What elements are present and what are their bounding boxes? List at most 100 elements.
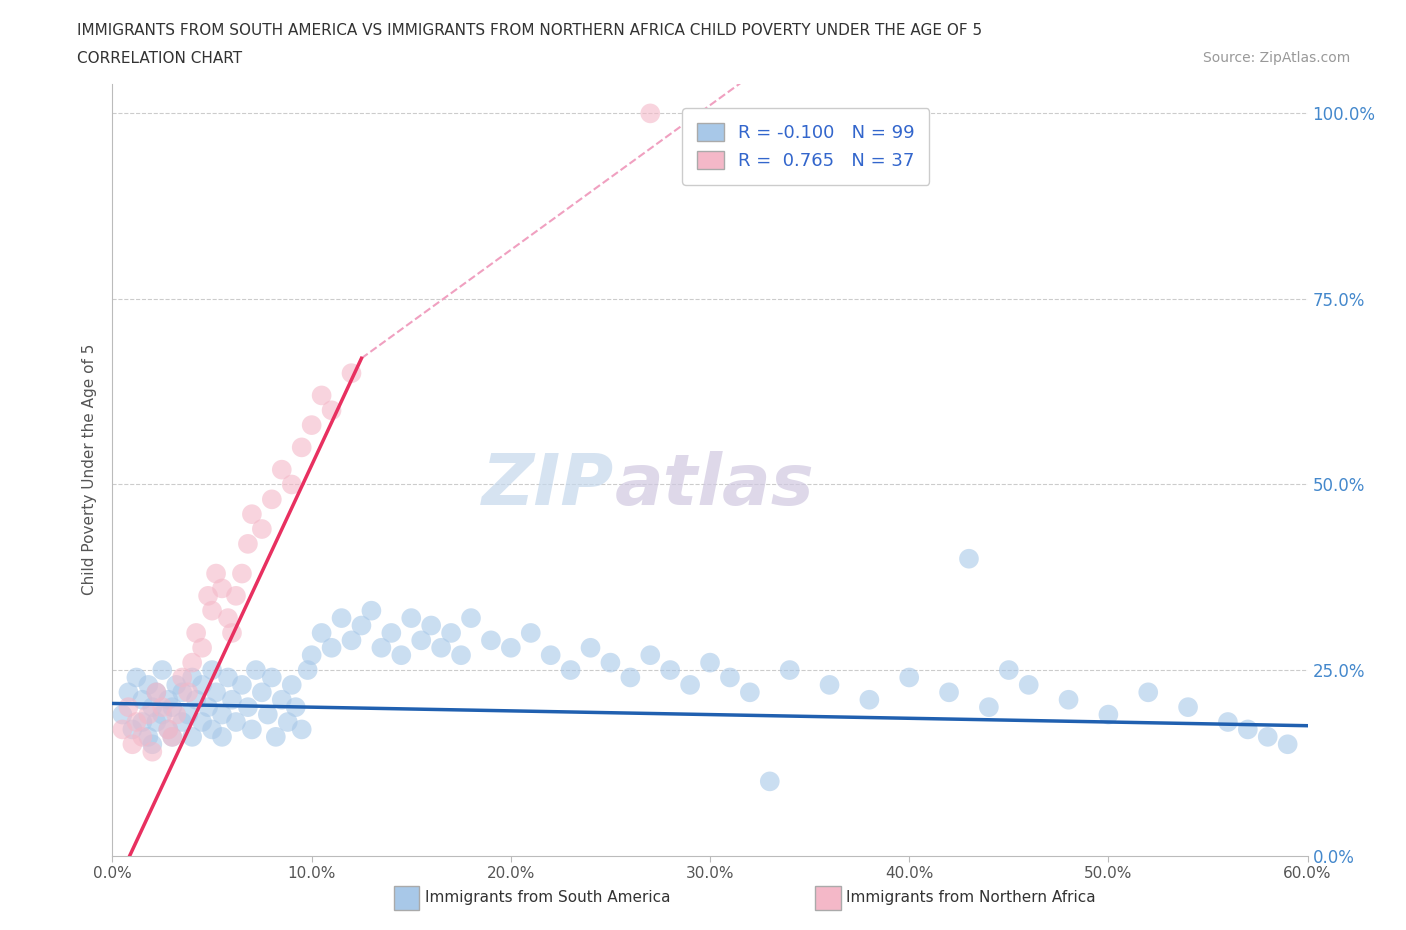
Point bbox=[201, 722, 224, 737]
Point bbox=[250, 684, 273, 699]
Point bbox=[350, 618, 373, 633]
Point bbox=[291, 722, 314, 737]
Point bbox=[177, 684, 200, 699]
Point bbox=[111, 707, 134, 722]
Point bbox=[270, 462, 292, 477]
Point bbox=[205, 684, 228, 699]
Point bbox=[858, 692, 880, 707]
Point bbox=[181, 670, 204, 684]
Point bbox=[221, 626, 243, 641]
Point bbox=[150, 699, 173, 714]
Text: IMMIGRANTS FROM SOUTH AMERICA VS IMMIGRANTS FROM NORTHERN AFRICA CHILD POVERTY U: IMMIGRANTS FROM SOUTH AMERICA VS IMMIGRA… bbox=[77, 23, 983, 38]
Point bbox=[479, 633, 502, 648]
Point bbox=[460, 611, 482, 626]
Point bbox=[141, 737, 163, 751]
Point bbox=[284, 699, 307, 714]
Point bbox=[117, 699, 139, 714]
Point bbox=[330, 611, 353, 626]
Point bbox=[579, 641, 602, 656]
Point bbox=[1057, 692, 1080, 707]
Point bbox=[240, 722, 263, 737]
Point bbox=[191, 714, 214, 729]
Point bbox=[197, 699, 219, 714]
Point bbox=[250, 522, 273, 537]
Point bbox=[360, 604, 382, 618]
Point bbox=[117, 684, 139, 699]
Point bbox=[430, 641, 453, 656]
Point bbox=[231, 566, 253, 581]
Point bbox=[201, 662, 224, 677]
Point bbox=[389, 648, 412, 663]
Point bbox=[321, 403, 343, 418]
Point bbox=[1018, 677, 1040, 692]
Point bbox=[281, 677, 304, 692]
Point bbox=[211, 729, 233, 744]
Point bbox=[145, 714, 167, 729]
Point bbox=[141, 744, 163, 759]
Point bbox=[157, 722, 180, 737]
Point bbox=[257, 707, 280, 722]
Point bbox=[157, 692, 180, 707]
Point bbox=[619, 670, 641, 684]
Point bbox=[659, 662, 682, 677]
Point bbox=[141, 699, 163, 714]
Point bbox=[145, 684, 167, 699]
Point bbox=[205, 566, 228, 581]
Point bbox=[340, 633, 363, 648]
Text: Source: ZipAtlas.com: Source: ZipAtlas.com bbox=[1202, 51, 1350, 65]
Point bbox=[225, 714, 247, 729]
Point bbox=[679, 677, 702, 692]
Point bbox=[172, 684, 194, 699]
Point bbox=[818, 677, 841, 692]
Point bbox=[197, 589, 219, 604]
Point bbox=[181, 656, 204, 671]
Point bbox=[211, 707, 233, 722]
Point bbox=[401, 611, 423, 626]
Point bbox=[172, 670, 194, 684]
Point bbox=[297, 662, 319, 677]
Text: atlas: atlas bbox=[614, 451, 814, 520]
Point bbox=[125, 714, 148, 729]
Point bbox=[240, 507, 263, 522]
Point bbox=[165, 677, 187, 692]
Point bbox=[145, 684, 167, 699]
Point bbox=[998, 662, 1021, 677]
Point bbox=[162, 729, 183, 744]
Point bbox=[640, 106, 662, 121]
Point bbox=[177, 707, 200, 722]
Point bbox=[520, 626, 543, 641]
Point bbox=[260, 670, 283, 684]
Text: CORRELATION CHART: CORRELATION CHART bbox=[77, 51, 242, 66]
Y-axis label: Child Poverty Under the Age of 5: Child Poverty Under the Age of 5 bbox=[82, 344, 97, 595]
Text: Immigrants from South America: Immigrants from South America bbox=[425, 890, 671, 906]
Point bbox=[420, 618, 443, 633]
Point bbox=[440, 626, 463, 641]
Text: Immigrants from Northern Africa: Immigrants from Northern Africa bbox=[846, 890, 1097, 906]
Point bbox=[131, 692, 153, 707]
Point bbox=[898, 670, 921, 684]
Point bbox=[540, 648, 562, 663]
Point bbox=[411, 633, 433, 648]
Point bbox=[380, 626, 402, 641]
Point bbox=[150, 662, 173, 677]
Point bbox=[1277, 737, 1299, 751]
Point bbox=[301, 418, 323, 432]
Point bbox=[311, 626, 333, 641]
Point bbox=[738, 684, 761, 699]
Point bbox=[121, 737, 143, 751]
Point bbox=[938, 684, 960, 699]
Point bbox=[450, 648, 472, 663]
Point bbox=[270, 692, 292, 707]
Point bbox=[165, 707, 187, 722]
Point bbox=[186, 692, 208, 707]
Point bbox=[217, 611, 239, 626]
Point bbox=[191, 641, 214, 656]
Point bbox=[181, 729, 204, 744]
Point bbox=[260, 492, 283, 507]
Text: ZIP: ZIP bbox=[482, 451, 614, 520]
Point bbox=[291, 440, 314, 455]
Point bbox=[225, 589, 247, 604]
Point bbox=[211, 581, 233, 596]
Point bbox=[125, 670, 148, 684]
Point bbox=[236, 699, 259, 714]
